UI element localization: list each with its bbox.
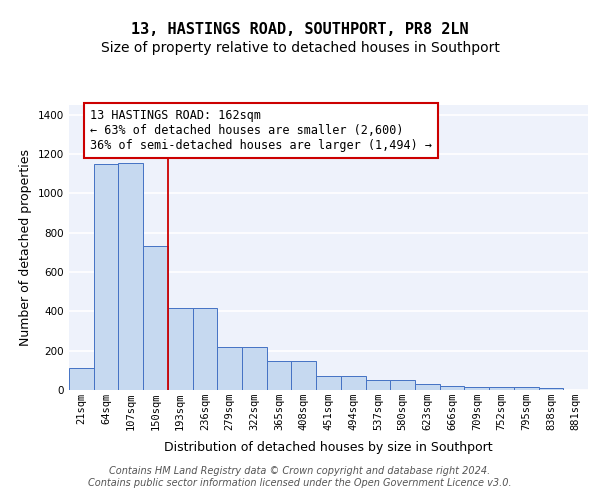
Bar: [365, 380, 390, 390]
Bar: [489, 387, 514, 390]
Bar: [242, 347, 267, 390]
Bar: [464, 387, 489, 390]
Bar: [390, 380, 415, 390]
X-axis label: Distribution of detached houses by size in Southport: Distribution of detached houses by size …: [164, 442, 493, 454]
Bar: [267, 360, 292, 390]
Bar: [415, 384, 440, 390]
Bar: [168, 308, 193, 390]
Text: Contains HM Land Registry data © Crown copyright and database right 2024.
Contai: Contains HM Land Registry data © Crown c…: [88, 466, 512, 487]
Text: 13, HASTINGS ROAD, SOUTHPORT, PR8 2LN: 13, HASTINGS ROAD, SOUTHPORT, PR8 2LN: [131, 22, 469, 38]
Bar: [514, 387, 539, 390]
Bar: [143, 246, 168, 390]
Bar: [94, 164, 118, 390]
Y-axis label: Number of detached properties: Number of detached properties: [19, 149, 32, 346]
Bar: [118, 163, 143, 390]
Bar: [292, 360, 316, 390]
Bar: [193, 308, 217, 390]
Text: Size of property relative to detached houses in Southport: Size of property relative to detached ho…: [101, 41, 499, 55]
Bar: [316, 376, 341, 390]
Bar: [217, 347, 242, 390]
Bar: [341, 376, 365, 390]
Bar: [69, 368, 94, 390]
Bar: [539, 388, 563, 390]
Text: 13 HASTINGS ROAD: 162sqm
← 63% of detached houses are smaller (2,600)
36% of sem: 13 HASTINGS ROAD: 162sqm ← 63% of detach…: [90, 109, 432, 152]
Bar: [440, 386, 464, 390]
